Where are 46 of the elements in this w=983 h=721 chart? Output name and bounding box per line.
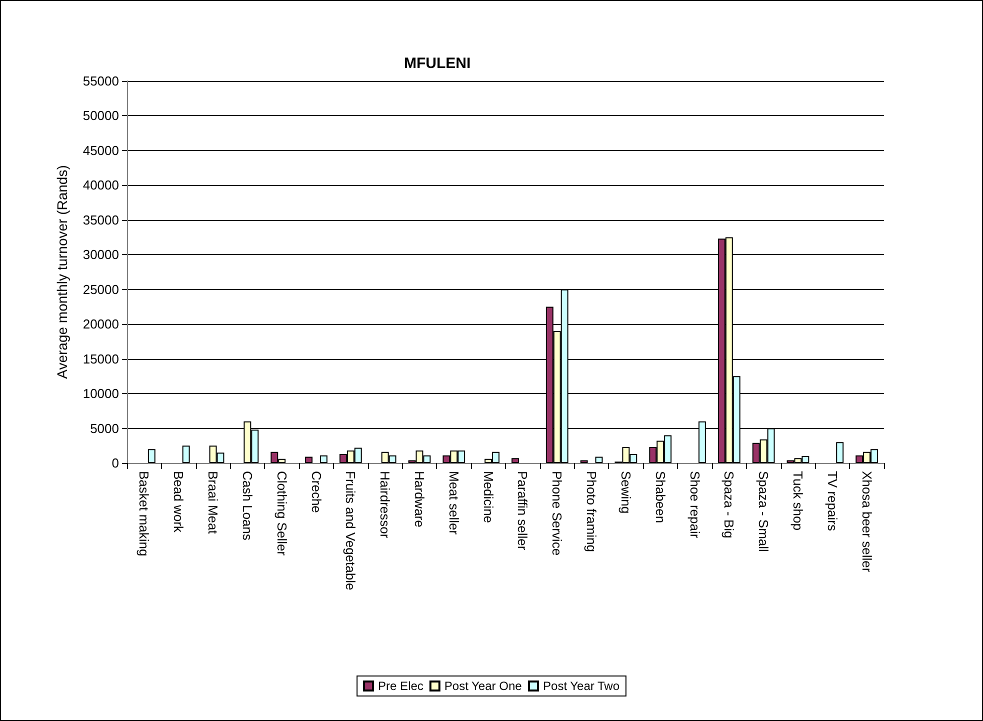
x-tick-label: Meat seller	[446, 471, 462, 536]
x-tick-label: Xhosa beer seller	[859, 471, 874, 573]
legend-label: Post Year One	[444, 679, 522, 693]
x-tick-label: Tuck shop	[790, 471, 806, 530]
y-tick-label: 5000	[90, 420, 119, 436]
x-tick-label: Cash Loans	[240, 471, 255, 541]
legend-label: Post Year Two	[543, 679, 620, 693]
chart-title: MFULENI	[404, 55, 471, 72]
x-tick-label: Hairdressor	[378, 471, 393, 539]
bar	[836, 442, 844, 463]
x-tick-label: Phone Service	[550, 471, 565, 556]
x-tick-label: Sewing	[618, 471, 634, 514]
x-tick-label: Bead work	[171, 471, 186, 533]
x-tick-label: Fruits and Vegetable	[343, 471, 358, 590]
bar	[320, 455, 328, 463]
x-tick-label: TV repairs	[824, 471, 840, 532]
y-tick-label: 50000	[82, 108, 119, 124]
y-tick-label: 30000	[82, 247, 119, 262]
y-tick-label: 25000	[82, 282, 119, 297]
legend-label: Pre Elec	[378, 679, 424, 693]
x-tick-label: Spaza - Small	[756, 471, 772, 552]
x-tick-label: Paraffin seller	[515, 471, 530, 551]
bar	[182, 446, 190, 463]
x-tick-label: Shoe repair	[687, 471, 702, 539]
x-tick-label: Medicine	[480, 471, 496, 524]
x-tick-label: Hardware	[412, 471, 427, 528]
x-tick-label: Spaza - Big	[722, 471, 737, 538]
x-tick-label: Basket making	[136, 471, 152, 556]
x-tick-label: Shabeen	[652, 471, 668, 524]
x-tick-label: Braai Meat	[206, 471, 221, 534]
bar	[148, 449, 156, 463]
y-tick-label: 55000	[82, 74, 119, 88]
y-tick-label: 45000	[82, 142, 119, 158]
y-tick-label: 0	[112, 456, 119, 470]
y-tick-label: 15000	[82, 351, 119, 366]
x-tick-label: Photo framing	[584, 471, 600, 552]
y-tick-label: 10000	[82, 386, 119, 402]
x-tick-label: Clothing Seller	[274, 471, 290, 556]
y-tick-label: 35000	[82, 212, 119, 228]
bar	[512, 458, 519, 463]
y-tick-label: 40000	[82, 178, 119, 193]
y-tick-label: 20000	[82, 316, 119, 332]
x-tick-label: Creche	[308, 471, 324, 513]
y-axis-title: Average monthly turnover (Rands)	[54, 165, 70, 379]
bar	[305, 456, 313, 463]
bar	[595, 456, 603, 463]
